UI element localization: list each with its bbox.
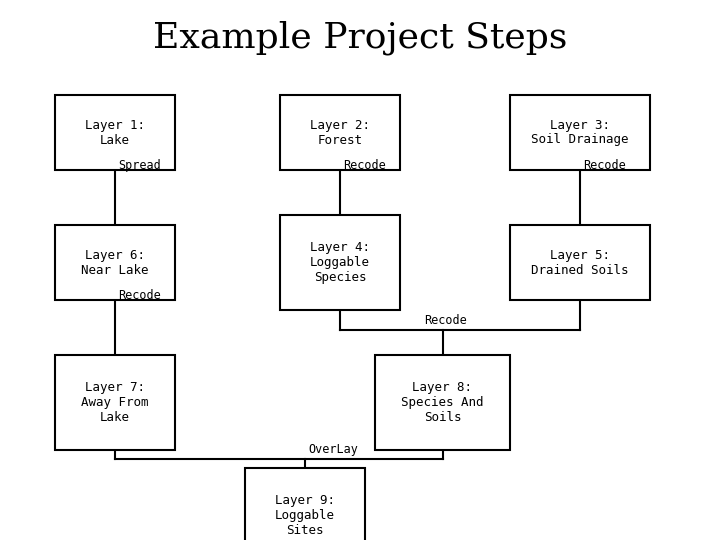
Text: Recode: Recode xyxy=(343,159,386,172)
Bar xyxy=(55,355,175,450)
Text: Layer 8:
Species And
Soils: Layer 8: Species And Soils xyxy=(401,381,484,424)
Text: Layer 9:
Loggable
Sites: Layer 9: Loggable Sites xyxy=(275,494,335,537)
Bar xyxy=(280,215,400,310)
Text: Recode: Recode xyxy=(118,289,161,302)
Text: Layer 2:
Forest: Layer 2: Forest xyxy=(310,118,370,146)
Bar xyxy=(55,95,175,170)
Bar xyxy=(280,95,400,170)
Text: Layer 1:
Lake: Layer 1: Lake xyxy=(85,118,145,146)
Text: OverLay: OverLay xyxy=(308,443,358,456)
Text: Layer 5:
Drained Soils: Layer 5: Drained Soils xyxy=(531,248,629,276)
Bar xyxy=(55,225,175,300)
Bar xyxy=(510,95,650,170)
Text: Layer 3:
Soil Drainage: Layer 3: Soil Drainage xyxy=(531,118,629,146)
Text: Layer 6:
Near Lake: Layer 6: Near Lake xyxy=(81,248,149,276)
Text: Layer 4:
Loggable
Species: Layer 4: Loggable Species xyxy=(310,241,370,284)
Bar xyxy=(375,355,510,450)
Text: Recode: Recode xyxy=(424,314,467,327)
Text: Spread: Spread xyxy=(118,159,161,172)
Bar xyxy=(245,468,365,540)
Text: Layer 7:
Away From
Lake: Layer 7: Away From Lake xyxy=(81,381,149,424)
Text: Example Project Steps: Example Project Steps xyxy=(153,21,567,55)
Bar xyxy=(510,225,650,300)
Text: Recode: Recode xyxy=(583,159,626,172)
